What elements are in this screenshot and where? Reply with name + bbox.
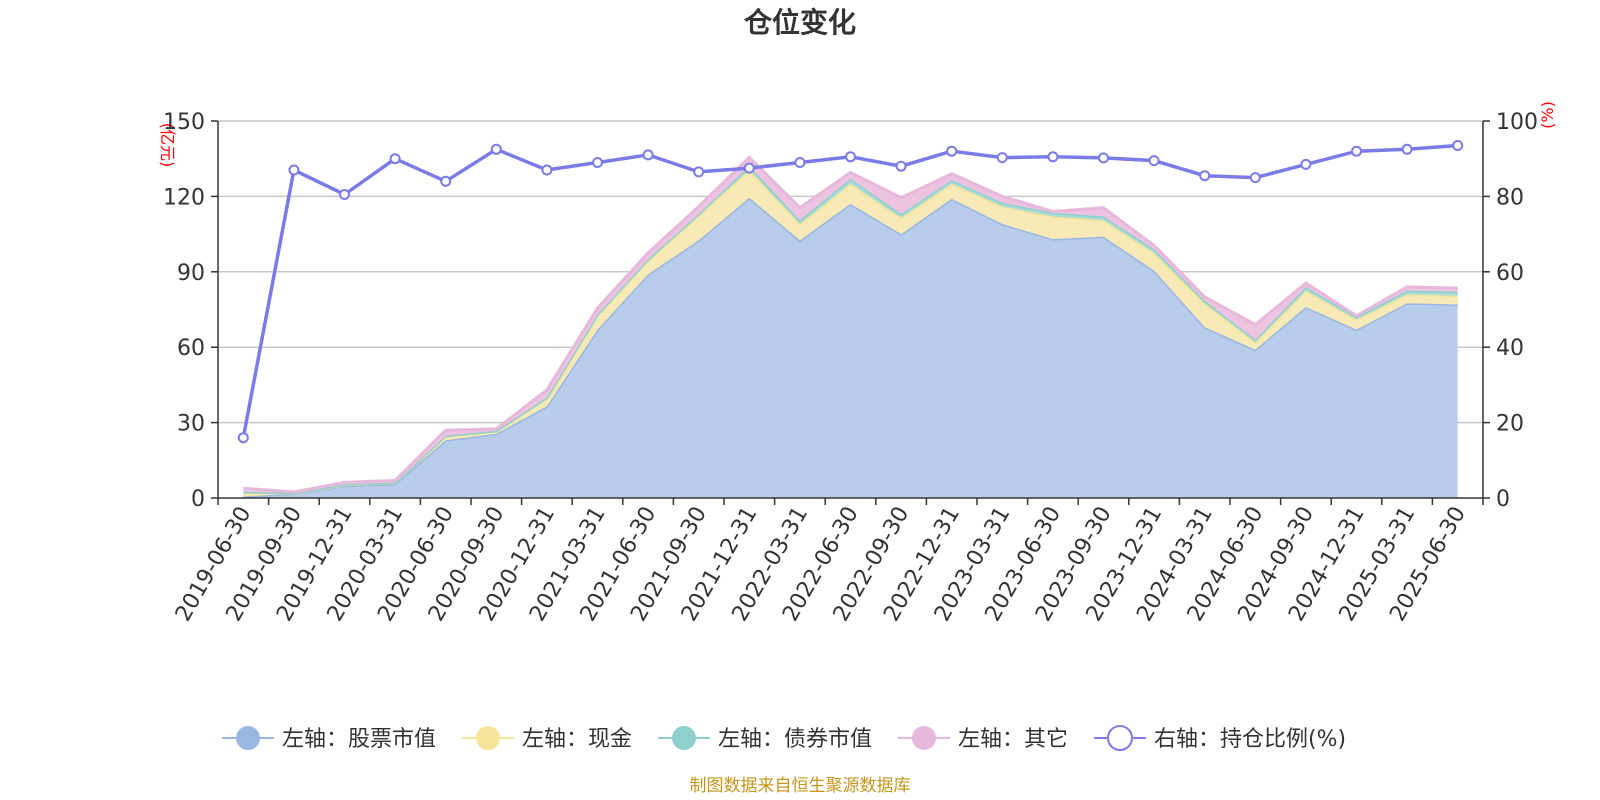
ratio-point [1401,143,1413,155]
ratio-point [996,152,1008,164]
ratio-line [237,140,1464,444]
legend-label: 左轴：现金 [522,727,632,752]
legend-label: 左轴：其它 [958,727,1068,752]
ratio-point [1452,140,1464,151]
x-ticks: 2019-06-302019-09-302019-12-312020-03-31… [171,503,1471,626]
ratio-point [743,162,755,174]
ratio-point [642,149,654,161]
ratio-point [1148,155,1160,167]
left-tick-label: 120 [163,185,205,210]
ratio-point [1300,158,1312,170]
data-source: 制图数据来自恒生聚源数据库 [690,776,911,796]
legend-label: 左轴：股票市值 [282,727,436,752]
left-axis-unit: (亿元) [158,123,177,168]
ratio-point [389,153,401,165]
legend-label: 左轴：债券市值 [718,727,872,752]
ratio-point [1199,170,1211,182]
area-line-左轴：其它 [243,155,1458,494]
left-tick-label: 60 [177,336,205,361]
right-tick-label: 80 [1496,185,1524,210]
area-左轴：股票市值 [243,197,1458,498]
right-y-ticks: 0 20 40 60 80 100 [1483,110,1538,512]
legend-marker [672,726,696,750]
ratio-point [237,432,249,444]
legend-marker [476,726,500,750]
ratio-point [339,189,350,200]
ratio-point [1047,151,1059,163]
chart-title: 仓位变化 [744,6,856,39]
ratio-point [541,164,553,176]
legend-marker [1107,725,1133,751]
legend-marker [236,726,260,750]
left-tick-label: 90 [177,261,205,286]
ratio-point [1351,145,1362,157]
ratio-point [288,164,300,176]
right-tick-label: 0 [1496,487,1510,512]
stacked-areas [243,155,1458,498]
right-axis-unit: (%) [1538,101,1557,129]
ratio-point [845,151,856,163]
right-tick-label: 60 [1496,261,1524,286]
ratio-point [440,175,452,187]
right-tick-label: 40 [1496,336,1524,361]
right-tick-label: 20 [1496,412,1524,437]
left-tick-label: 0 [191,487,205,512]
ratio-point [794,157,806,168]
left-y-ticks: 0 30 60 90 120 150 [163,110,218,512]
ratio-point [693,166,705,178]
left-tick-label: 150 [163,110,205,135]
ratio-point [946,145,958,157]
ratio-point [1098,152,1109,164]
left-tick-label: 30 [177,412,205,437]
legend-marker [912,726,936,750]
ratio-point [592,157,603,168]
legend-label: 右轴：持仓比例(%) [1154,727,1346,752]
ratio-point [1249,172,1261,184]
axes [217,121,1484,505]
right-tick-label: 100 [1496,110,1538,135]
ratio-point [490,143,502,155]
ratio-point [895,160,907,172]
legend: 左轴：股票市值 左轴：现金 左轴：债券市值 左轴：其它 右轴：持仓比例(%) [222,725,1346,752]
